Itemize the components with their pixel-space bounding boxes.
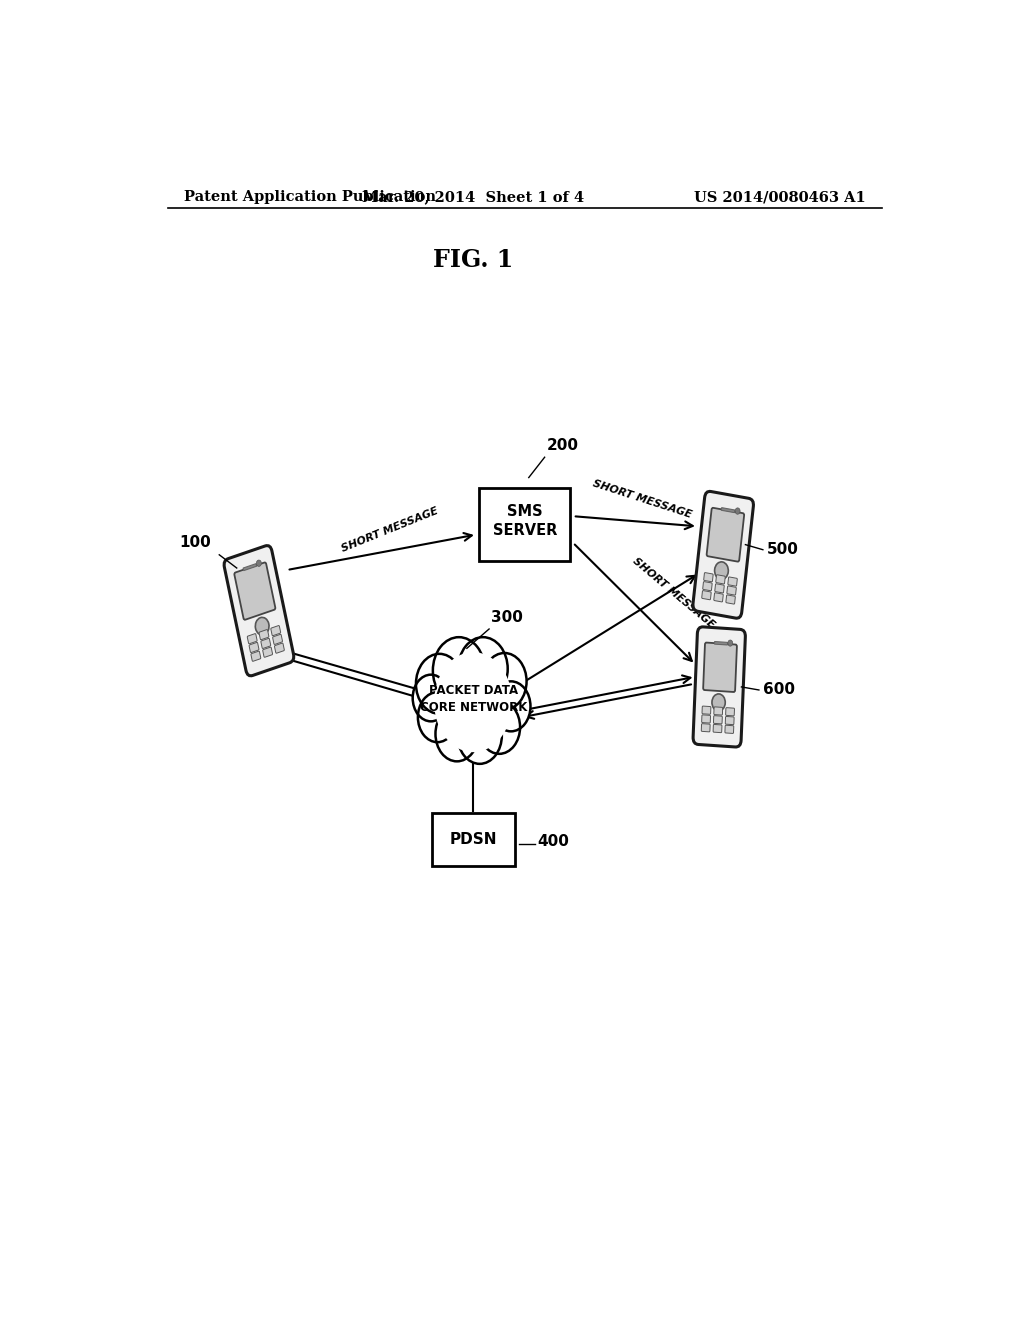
- Circle shape: [256, 560, 261, 566]
- FancyBboxPatch shape: [727, 586, 736, 595]
- Text: 400: 400: [538, 834, 569, 849]
- FancyBboxPatch shape: [274, 643, 285, 653]
- FancyBboxPatch shape: [272, 635, 283, 644]
- Circle shape: [459, 638, 508, 701]
- Text: 600: 600: [763, 682, 795, 697]
- FancyBboxPatch shape: [479, 487, 570, 561]
- FancyBboxPatch shape: [716, 574, 725, 583]
- FancyBboxPatch shape: [693, 627, 745, 747]
- Text: SMS
SERVER: SMS SERVER: [493, 504, 557, 539]
- Text: SHORT MESSAGE: SHORT MESSAGE: [631, 556, 717, 631]
- FancyBboxPatch shape: [247, 634, 257, 644]
- FancyBboxPatch shape: [270, 626, 281, 636]
- FancyBboxPatch shape: [701, 590, 711, 599]
- FancyBboxPatch shape: [701, 715, 711, 723]
- Text: SHORT MESSAGE: SHORT MESSAGE: [591, 478, 692, 520]
- FancyBboxPatch shape: [725, 717, 734, 725]
- FancyBboxPatch shape: [701, 723, 710, 731]
- Circle shape: [482, 653, 526, 710]
- Bar: [721, 508, 735, 512]
- Text: Mar. 20, 2014  Sheet 1 of 4: Mar. 20, 2014 Sheet 1 of 4: [362, 190, 585, 205]
- Text: FIG. 1: FIG. 1: [433, 248, 513, 272]
- Circle shape: [715, 562, 728, 579]
- Text: SHORT MESSAGE: SHORT MESSAGE: [340, 506, 439, 554]
- Text: 200: 200: [547, 438, 579, 453]
- FancyBboxPatch shape: [714, 593, 723, 602]
- FancyBboxPatch shape: [707, 508, 744, 561]
- Bar: [715, 642, 727, 645]
- FancyBboxPatch shape: [702, 706, 711, 714]
- FancyBboxPatch shape: [714, 715, 722, 723]
- Circle shape: [434, 652, 512, 752]
- FancyBboxPatch shape: [725, 725, 734, 734]
- FancyBboxPatch shape: [703, 643, 737, 692]
- Circle shape: [433, 638, 485, 704]
- Text: Patent Application Publication: Patent Application Publication: [183, 190, 435, 205]
- FancyBboxPatch shape: [234, 562, 275, 620]
- FancyBboxPatch shape: [726, 708, 734, 715]
- Bar: [243, 564, 257, 570]
- FancyBboxPatch shape: [259, 630, 269, 640]
- Circle shape: [416, 653, 463, 714]
- FancyBboxPatch shape: [703, 573, 713, 582]
- FancyBboxPatch shape: [726, 595, 735, 605]
- FancyBboxPatch shape: [431, 813, 515, 866]
- Circle shape: [492, 681, 530, 731]
- Circle shape: [413, 675, 450, 721]
- FancyBboxPatch shape: [249, 643, 259, 652]
- FancyBboxPatch shape: [714, 708, 723, 715]
- FancyBboxPatch shape: [713, 725, 722, 733]
- Text: 100: 100: [179, 535, 211, 549]
- Circle shape: [728, 640, 733, 647]
- FancyBboxPatch shape: [224, 545, 294, 676]
- Text: US 2014/0080463 A1: US 2014/0080463 A1: [694, 190, 866, 205]
- Text: 500: 500: [767, 543, 799, 557]
- FancyBboxPatch shape: [715, 583, 724, 593]
- Circle shape: [458, 708, 502, 764]
- Text: 300: 300: [492, 610, 523, 624]
- Text: PACKET DATA
CORE NETWORK: PACKET DATA CORE NETWORK: [420, 684, 527, 714]
- Circle shape: [435, 706, 478, 762]
- FancyBboxPatch shape: [263, 647, 272, 657]
- Circle shape: [478, 701, 520, 754]
- FancyBboxPatch shape: [261, 639, 270, 648]
- Circle shape: [255, 618, 269, 635]
- FancyBboxPatch shape: [702, 582, 712, 591]
- Text: PDSN: PDSN: [450, 832, 497, 847]
- Circle shape: [418, 692, 457, 742]
- FancyBboxPatch shape: [693, 491, 754, 618]
- FancyBboxPatch shape: [251, 651, 261, 661]
- Circle shape: [735, 508, 740, 515]
- Circle shape: [712, 694, 725, 711]
- FancyBboxPatch shape: [728, 577, 737, 586]
